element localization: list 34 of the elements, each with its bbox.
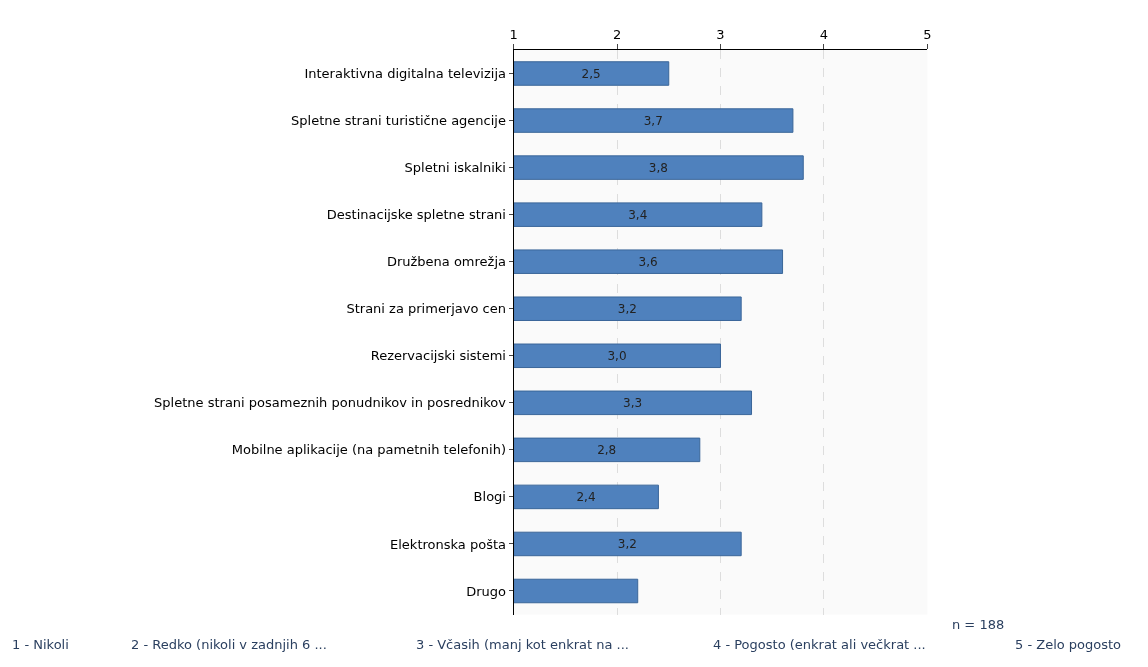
- y-tick-label: Drugo: [466, 583, 507, 599]
- y-tick-label: Blogi: [473, 489, 506, 505]
- y-tick-label: Destinacijske spletne strani: [326, 207, 506, 223]
- y-tick-label: Elektronska pošta: [390, 536, 506, 552]
- data-label: 2,5: [581, 66, 601, 81]
- y-tick-label: Spletne strani turistične agencije: [291, 113, 506, 129]
- text: 4 - Pogosto (enkrat ali večkrat ...: [713, 637, 926, 652]
- y-tick-label: Rezervacijski sistemi: [370, 348, 506, 364]
- text: 3 - Včasih (manj kot enkrat na ...: [416, 637, 629, 652]
- x-tick-label: 4: [819, 26, 829, 42]
- text: 1 - Nikoli: [12, 637, 69, 652]
- y-tick-label: Spletni iskalniki: [404, 160, 506, 176]
- data-label: 2,4: [576, 489, 596, 504]
- text: 2 - Redko (nikoli v zadnjih 6 ...: [131, 637, 327, 652]
- y-tick-label: Interaktivna digitalna televizija: [304, 66, 506, 82]
- y-tick-label: Mobilne aplikacije (na pametnih telefonih): [231, 442, 506, 458]
- data-label: 3,8: [648, 160, 668, 175]
- x-tick-label: 3: [716, 26, 725, 42]
- data-label: 2,8: [597, 442, 617, 457]
- data-label: 3,7: [643, 113, 663, 128]
- data-label: 3,3: [623, 395, 643, 410]
- y-tick-label: Družbena omrežja: [386, 254, 506, 270]
- x-tick-label: 5: [923, 26, 932, 42]
- x-tick-label: 1: [509, 26, 518, 42]
- data-label: 3,6: [638, 254, 658, 269]
- text: n = 188: [952, 617, 1005, 632]
- y-tick-label: Spletne strani posameznih ponudnikov in posrednikov: [154, 395, 507, 411]
- data-label: 3,0: [607, 348, 627, 363]
- data-label: 3,4: [628, 207, 648, 222]
- data-label: 3,2: [617, 301, 637, 316]
- y-tick-label: Strani za primerjavo cen: [346, 301, 506, 317]
- text: 5 - Zelo pogosto: [1015, 637, 1122, 652]
- x-tick-label: 2: [612, 26, 622, 42]
- data-label: 3,2: [617, 536, 637, 551]
